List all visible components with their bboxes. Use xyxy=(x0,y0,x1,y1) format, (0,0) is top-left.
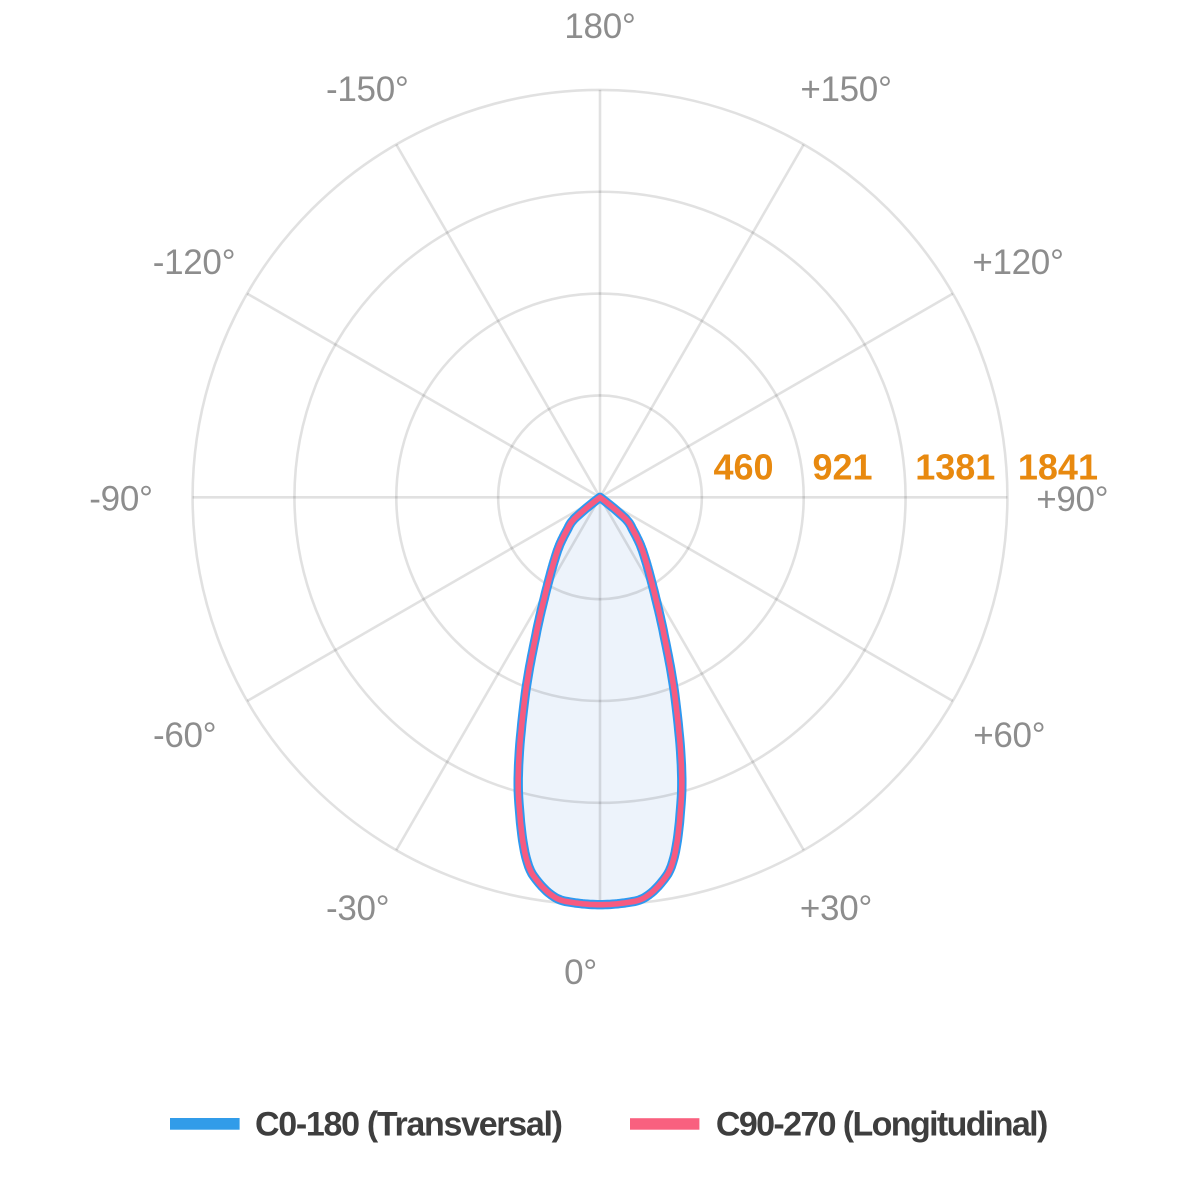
svg-text:0°: 0° xyxy=(564,953,597,992)
svg-text:+120°: +120° xyxy=(972,243,1063,282)
svg-text:-90°: -90° xyxy=(89,480,152,519)
svg-text:-120°: -120° xyxy=(153,243,236,282)
svg-text:-30°: -30° xyxy=(326,889,389,928)
svg-text:+90°: +90° xyxy=(1036,480,1108,519)
svg-text:460: 460 xyxy=(714,447,774,488)
svg-text:+30°: +30° xyxy=(800,889,872,928)
svg-text:1841: 1841 xyxy=(1018,447,1098,488)
svg-text:-150°: -150° xyxy=(326,70,409,109)
svg-text:C0-180 (Transversal): C0-180 (Transversal) xyxy=(255,1106,562,1144)
svg-text:180°: 180° xyxy=(564,7,635,46)
svg-text:921: 921 xyxy=(813,447,873,488)
svg-text:-60°: -60° xyxy=(153,716,216,755)
svg-text:1381: 1381 xyxy=(915,447,995,488)
svg-text:+60°: +60° xyxy=(973,716,1045,755)
svg-text:+150°: +150° xyxy=(800,70,891,109)
svg-text:C90-270 (Longitudinal): C90-270 (Longitudinal) xyxy=(716,1106,1047,1144)
